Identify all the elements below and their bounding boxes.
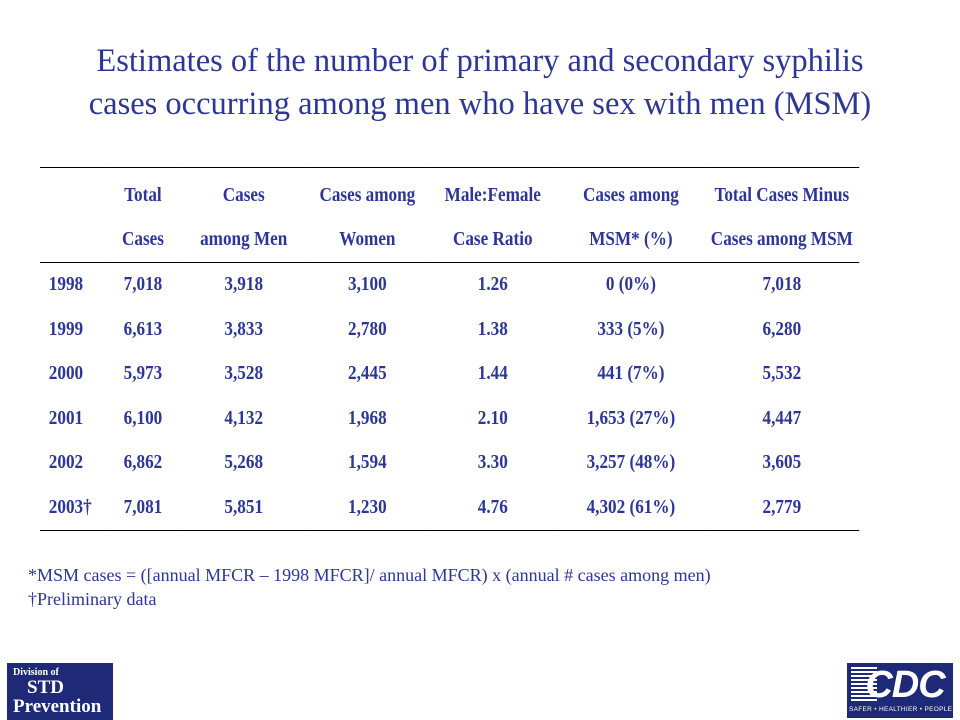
- table-header-cell: Total Cases Minus: [704, 167, 860, 218]
- slide-title-line-2: cases occurring among men who have sex w…: [88, 86, 872, 122]
- msm-formula-footnote: *MSM cases = ([annual MFCR – 1998 MFCR]/…: [28, 565, 711, 585]
- cdc-logo-letters: CDC: [865, 664, 945, 706]
- table-header-cell: [40, 167, 106, 218]
- total-cases-cell: 7,081: [105, 485, 181, 531]
- slide-title: Estimates of the number of primary and s…: [0, 40, 960, 126]
- cases-among-women-cell: 2,445: [348, 363, 387, 385]
- male-female-ratio-cell: 3.30: [477, 452, 508, 474]
- slide-title-line-1: Estimates of the number of primary and s…: [96, 43, 864, 79]
- cdc-logo-stripes: [851, 667, 877, 701]
- table-row: 2001 6,100 4,132 1,968 2.10 1,653 (27%) …: [40, 397, 859, 442]
- cases-among-women-cell: 1,230: [306, 485, 429, 531]
- total-minus-msm-cell: 6,280: [762, 318, 802, 340]
- table-header-row-1: Total Cases Cases among Male:Female Case…: [40, 167, 860, 218]
- table-row: 2000 5,973 3,528 2,445 1.44 441 (7%) 5,5…: [40, 352, 859, 397]
- table-header-cell: Cases among MSM: [704, 218, 860, 263]
- cases-among-men-cell: 5,851: [180, 485, 307, 531]
- cases-among-men-cell: 5,268: [224, 452, 264, 474]
- total-cases-cell: 6,862: [123, 452, 163, 474]
- total-cases-cell: 6,613: [123, 318, 163, 340]
- total-cases-cell: 6,100: [123, 407, 163, 429]
- total-cases-cell: 7,018: [123, 274, 163, 296]
- table-header-cell: MSM* (%): [557, 218, 705, 263]
- table-header-cell: Cases among: [557, 167, 705, 218]
- cases-among-msm-cell: 1,653 (27%): [586, 407, 676, 429]
- table-header-row-2: Cases among Men Women Case Ratio MSM* (%…: [40, 218, 860, 263]
- table-header-cell: [40, 218, 106, 263]
- male-female-ratio-cell: 1.44: [477, 363, 508, 385]
- cases-among-msm-cell: 441 (7%): [597, 363, 665, 385]
- std-logo-line-3: Prevention: [13, 696, 102, 717]
- male-female-ratio-cell: 1.38: [477, 318, 508, 340]
- std-prevention-logo: Division of STD Prevention: [7, 663, 113, 720]
- cdc-logo: CDC SAFER • HEALTHIER • PEOPLE™: [847, 663, 953, 718]
- total-minus-msm-cell: 3,605: [762, 452, 802, 474]
- cases-among-msm-cell: 333 (5%): [597, 318, 665, 340]
- table-header-cell: Cases: [105, 218, 181, 263]
- table-header-cell: Cases among: [306, 167, 429, 218]
- table-header-cell: Male:Female: [428, 167, 558, 218]
- table-row: 2002 6,862 5,268 1,594 3.30 3,257 (48%) …: [40, 441, 859, 486]
- total-minus-msm-cell: 4,447: [762, 407, 802, 429]
- male-female-ratio-cell: 2.10: [477, 407, 508, 429]
- table-header-cell: among Men: [180, 218, 307, 263]
- male-female-ratio-cell: 4.76: [428, 485, 558, 531]
- preliminary-data-footnote: †Preliminary data: [28, 589, 157, 609]
- footnotes: *MSM cases = ([annual MFCR – 1998 MFCR]/…: [28, 563, 711, 611]
- cases-among-men-cell: 3,918: [224, 274, 264, 296]
- cases-among-women-cell: 1,968: [348, 407, 387, 429]
- table-header-cell: Cases: [180, 167, 307, 218]
- cases-among-msm-cell: 0 (0%): [605, 274, 656, 296]
- cases-among-men-cell: 3,528: [224, 363, 264, 385]
- cases-among-men-cell: 4,132: [224, 407, 264, 429]
- total-cases-cell: 5,973: [123, 363, 163, 385]
- total-minus-msm-cell: 7,018: [762, 274, 802, 296]
- year-cell: 2003†: [40, 485, 106, 531]
- std-logo-line-2: STD: [27, 677, 64, 698]
- table-header-cell: Women: [306, 218, 429, 263]
- cases-among-men-cell: 3,833: [224, 318, 264, 340]
- table-header-cell: Total: [105, 167, 181, 218]
- cases-among-women-cell: 3,100: [348, 274, 387, 296]
- total-minus-msm-cell: 5,532: [762, 363, 802, 385]
- total-minus-msm-cell: 2,779: [704, 485, 860, 531]
- year-cell: 1998: [48, 274, 84, 296]
- cases-among-women-cell: 2,780: [348, 318, 387, 340]
- table-row: 1999 6,613 3,833 2,780 1.38 333 (5%) 6,2…: [40, 308, 859, 353]
- year-cell: 2002: [48, 452, 84, 474]
- year-cell: 2000: [48, 363, 84, 385]
- table-row: 1998 7,018 3,918 3,100 1.26 0 (0%) 7,018: [40, 263, 859, 308]
- male-female-ratio-cell: 1.26: [477, 274, 508, 296]
- syphilis-cases-table: Total Cases Cases among Male:Female Case…: [40, 167, 860, 531]
- year-cell: 2001: [48, 407, 84, 429]
- table-header-cell: Case Ratio: [428, 218, 558, 263]
- year-cell: 1999: [48, 318, 84, 340]
- cases-among-msm-cell: 3,257 (48%): [586, 452, 676, 474]
- table-row: 2003† 7,081 5,851 1,230 4.76 4,302 (61%)…: [40, 485, 860, 531]
- cases-among-msm-cell: 4,302 (61%): [557, 485, 705, 531]
- cdc-logo-tagline: SAFER • HEALTHIER • PEOPLE™: [849, 706, 953, 713]
- cases-among-women-cell: 1,594: [348, 452, 387, 474]
- std-logo-line-1: Division of: [13, 667, 59, 678]
